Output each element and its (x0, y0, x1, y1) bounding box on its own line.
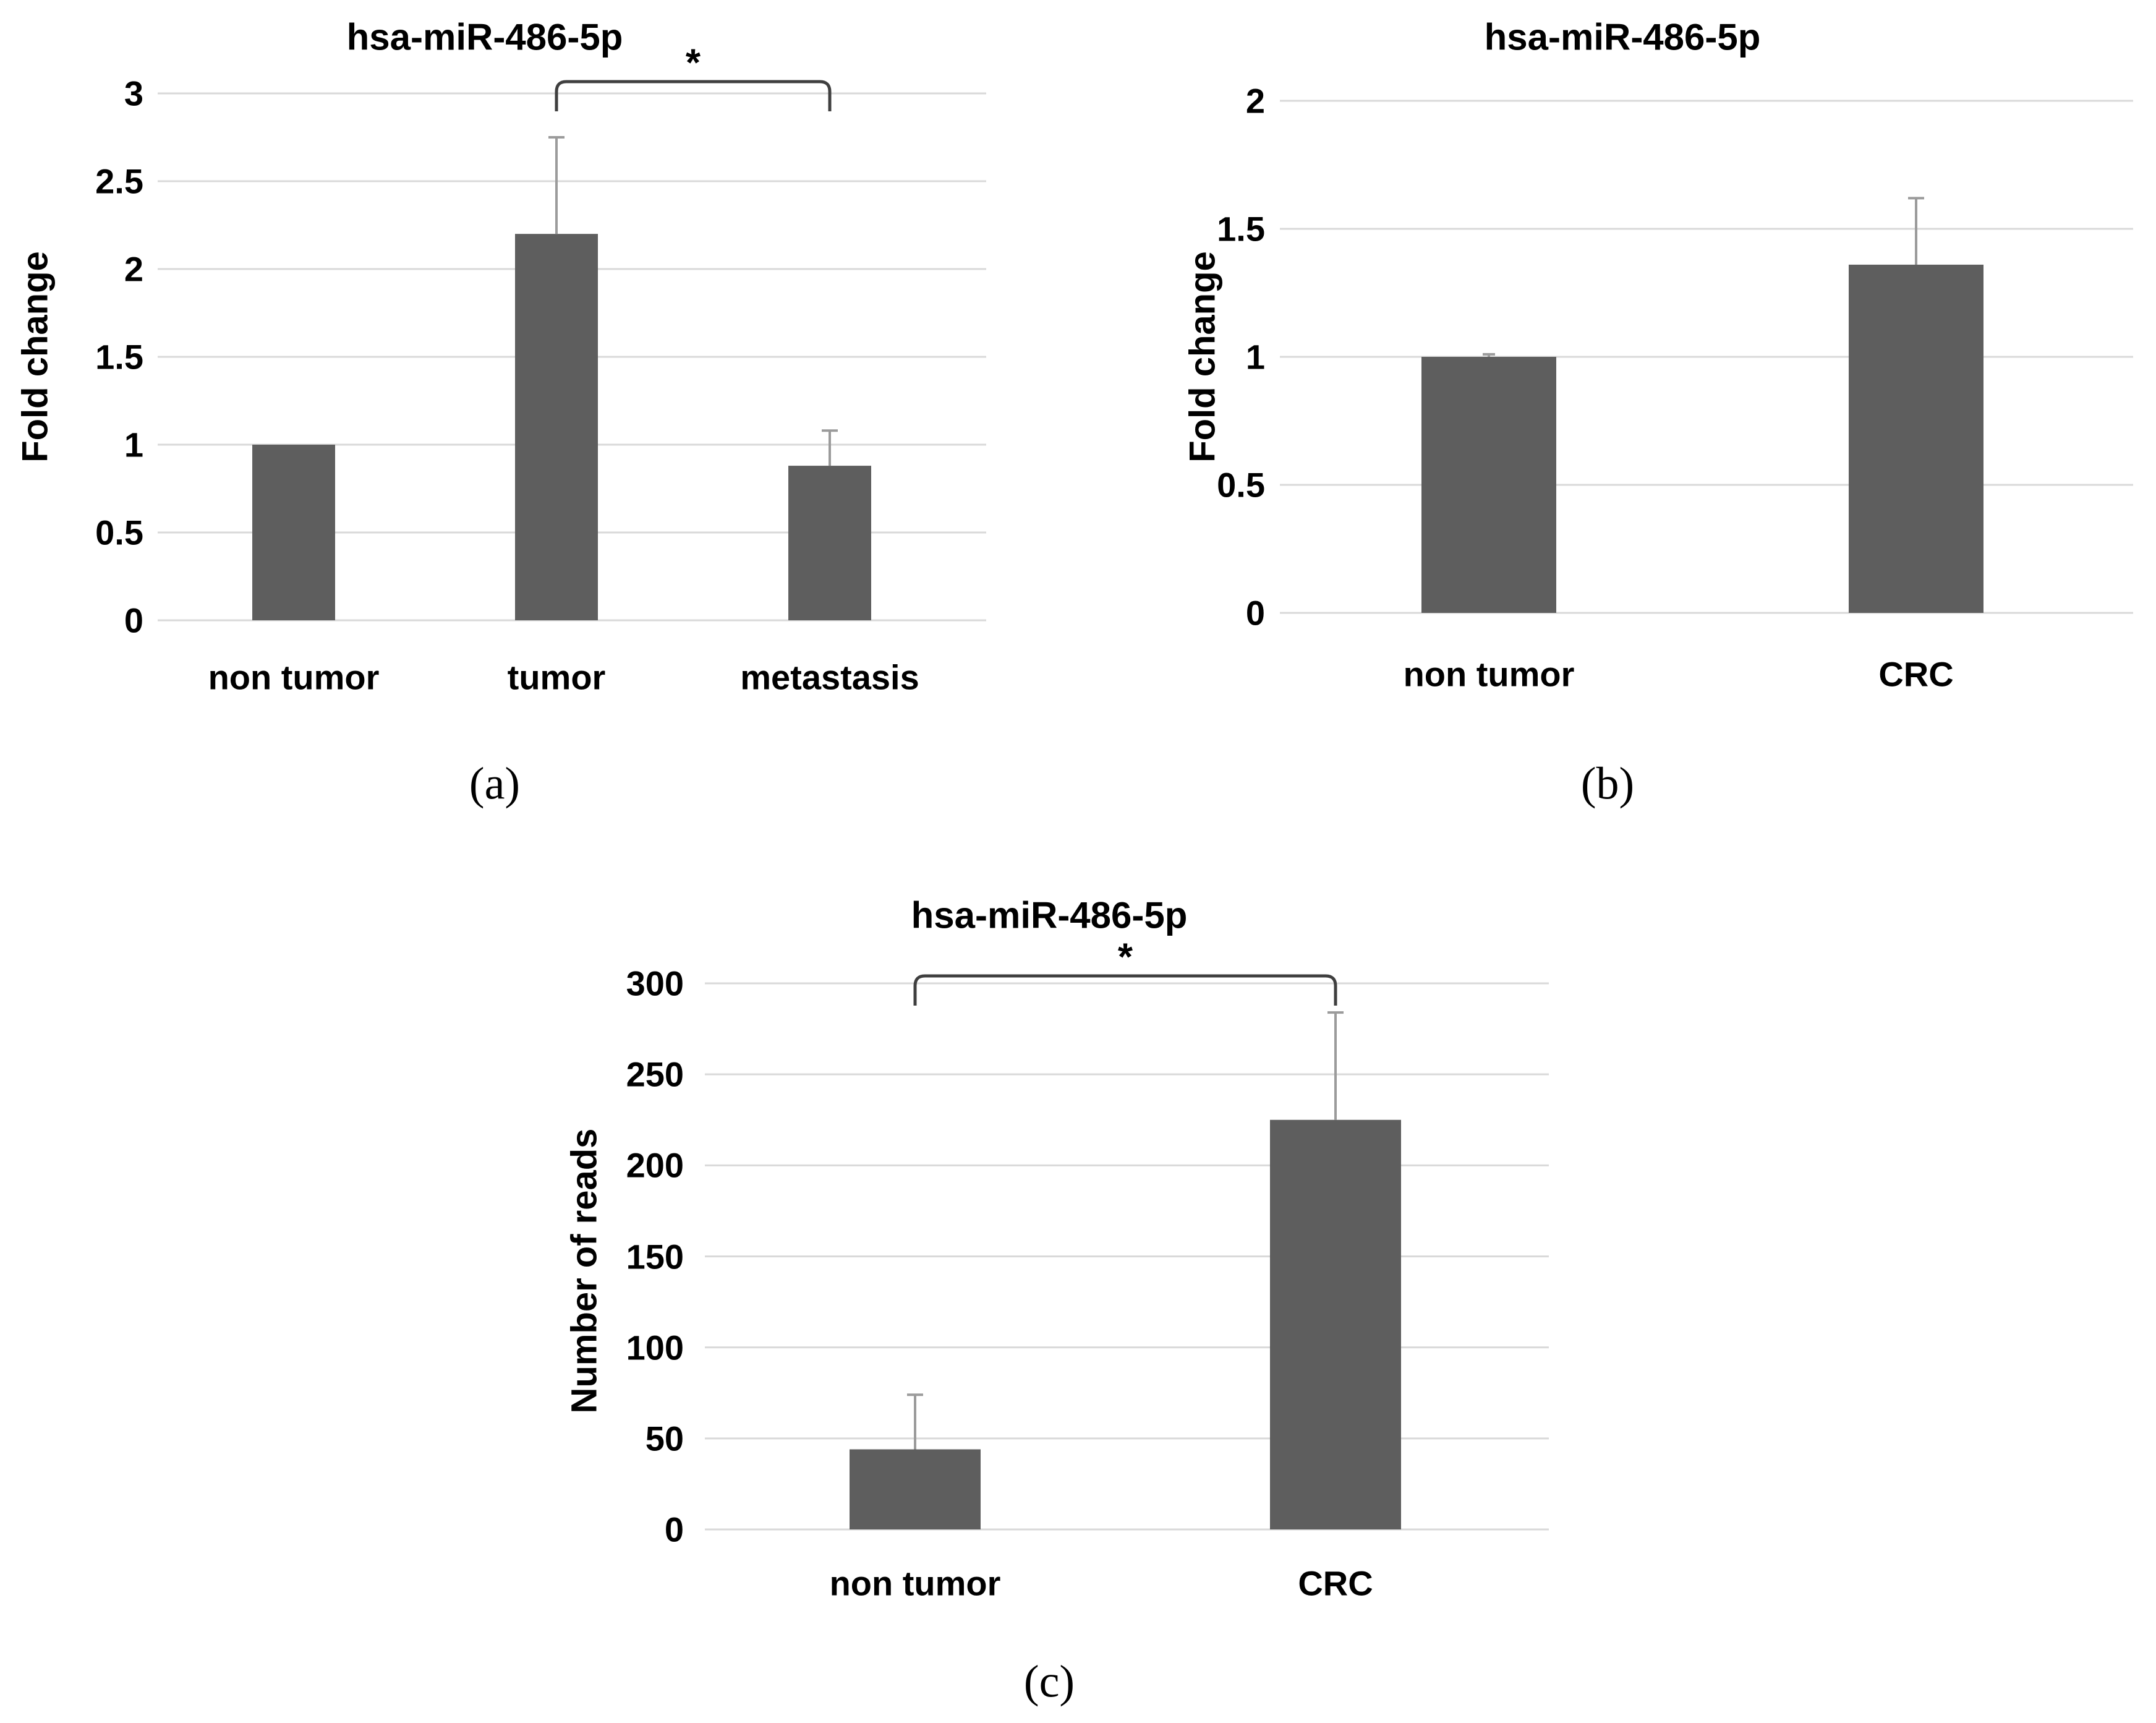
significance-bracket (555, 80, 832, 111)
x-category-label: CRC (1878, 654, 1954, 694)
x-category-label: non tumor (208, 657, 380, 697)
y-tick-label: 1 (1245, 337, 1265, 377)
chart-title-c: hsa-miR-486-5p (911, 894, 1188, 936)
y-tick-label: 3 (124, 74, 143, 113)
y-tick-label: 0.5 (95, 513, 143, 552)
y-tick-label: 0 (1245, 593, 1265, 633)
panel-letter-c: (c) (1023, 1656, 1075, 1708)
x-category-label: metastasis (740, 657, 919, 697)
bar-non-tumor (252, 445, 335, 620)
x-category-label: non tumor (1403, 654, 1575, 694)
chart-title-a: hsa-miR-486-5p (346, 16, 623, 58)
y-tick-label: 0 (124, 601, 143, 640)
x-category-label: CRC (1298, 1563, 1373, 1603)
x-category-label: tumor (507, 657, 606, 697)
bar-tumor (515, 234, 598, 620)
bar-non-tumor (850, 1449, 981, 1529)
y-tick-label: 1.5 (95, 337, 143, 377)
significance-bracket (913, 974, 1337, 1006)
y-tick-label: 250 (626, 1054, 684, 1094)
y-tick-label: 2 (1245, 81, 1265, 121)
y-tick-label: 200 (626, 1145, 684, 1185)
y-axis-label-c: Number of reads (564, 1128, 605, 1414)
y-tick-label: 1.5 (1217, 209, 1265, 249)
panel-letter-a: (a) (469, 758, 521, 810)
y-tick-label: 150 (626, 1237, 684, 1276)
y-tick-label: 50 (645, 1419, 684, 1458)
significance-asterisk: * (685, 41, 701, 85)
y-tick-label: 0 (664, 1510, 684, 1549)
y-tick-label: 300 (626, 964, 684, 1003)
x-category-label: non tumor (829, 1563, 1001, 1603)
y-tick-label: 0.5 (1217, 465, 1265, 505)
chart-title-b: hsa-miR-486-5p (1484, 16, 1761, 58)
panel-letter-b: (b) (1580, 758, 1635, 810)
y-tick-label: 100 (626, 1328, 684, 1367)
y-tick-label: 1 (124, 425, 143, 464)
bar-crc (1270, 1119, 1401, 1529)
y-axis-label-b: Fold change (1182, 251, 1223, 463)
y-tick-label: 2.5 (95, 161, 143, 201)
y-axis-label-a: Fold change (15, 251, 56, 463)
bar-non-tumor (1421, 357, 1556, 613)
bar-metastasis (788, 466, 871, 620)
y-tick-label: 2 (124, 249, 143, 289)
bar-crc (1849, 264, 1983, 614)
significance-asterisk: * (1117, 936, 1133, 979)
